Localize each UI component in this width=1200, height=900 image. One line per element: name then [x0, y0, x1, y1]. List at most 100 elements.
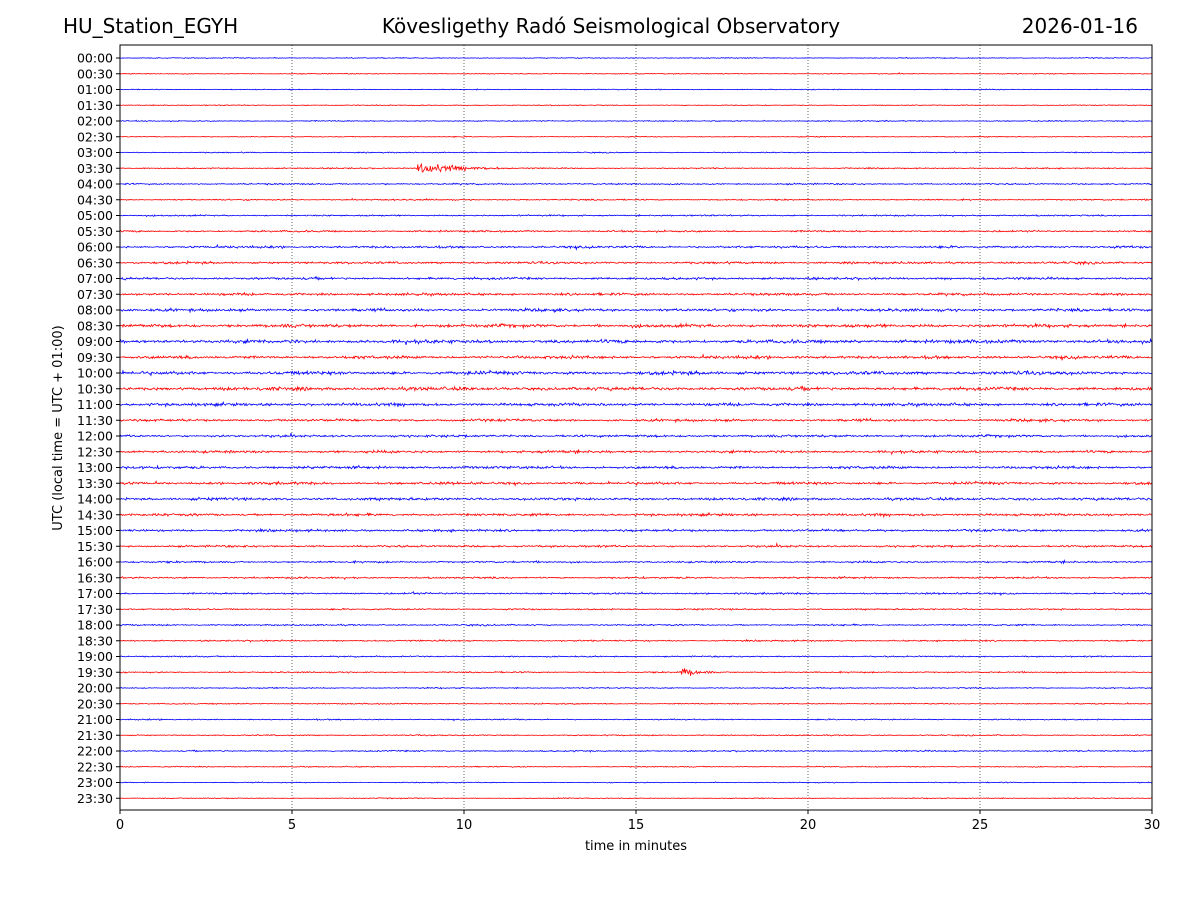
row-time-label: 09:00: [77, 334, 113, 349]
trace-row-0430: [119, 197, 1153, 202]
trace-row-1900: [119, 655, 1152, 658]
row-time-label: 03:00: [77, 145, 113, 160]
row-time-label: 13:00: [77, 460, 113, 475]
row-time-label: 01:00: [77, 82, 113, 97]
row-time-label: 18:00: [77, 618, 113, 633]
row-time-label: 10:30: [77, 381, 113, 396]
row-time-label: 13:30: [77, 476, 113, 491]
trace-row-0000: [119, 56, 1153, 60]
y-axis: 00:0000:3001:0001:3002:0002:3003:0003:30…: [77, 51, 120, 806]
x-axis: 0 5 10 15 20 25 30: [116, 810, 1160, 833]
station-name: HU_Station_EGYH: [63, 14, 239, 38]
trace-row-0630: [119, 259, 1153, 266]
plot-area: [120, 45, 1152, 810]
x-tick-label: 0: [116, 818, 124, 833]
x-axis-label: time in minutes: [585, 839, 687, 854]
trace-row-1700: [119, 591, 1153, 597]
trace-row-1730: [119, 607, 1153, 611]
trace-row-2000: [119, 686, 1153, 690]
observatory-title: Kövesligethy Radó Seismological Observat…: [381, 14, 841, 38]
trace-row-0300: [119, 151, 1153, 154]
trace-row-0030: [119, 72, 1153, 75]
row-time-label: 00:00: [77, 51, 113, 66]
trace-row-0130: [119, 104, 1153, 107]
row-time-label: 00:30: [77, 66, 113, 81]
trace-row-1930: [119, 668, 1152, 677]
trace-row-0230: [119, 135, 1153, 138]
trace-row-0830: [119, 322, 1153, 330]
trace-row-2330: [119, 797, 1153, 800]
row-time-label: 23:00: [77, 775, 113, 790]
trace-row-0200: [119, 119, 1153, 123]
trace-row-1130: [119, 417, 1153, 424]
x-tick-label: 5: [288, 818, 296, 833]
trace-row-0600: [119, 243, 1153, 251]
y-axis-label: UTC (local time = UTC + 01:00): [51, 325, 66, 530]
trace-row-0730: [119, 291, 1153, 298]
trace-row-0400: [119, 182, 1153, 186]
trace-row-1230: [119, 449, 1153, 456]
row-time-label: 09:30: [77, 350, 113, 365]
row-time-label: 15:00: [77, 523, 113, 538]
row-time-label: 17:00: [77, 586, 113, 601]
row-time-label: 19:00: [77, 649, 113, 664]
row-time-label: 04:00: [77, 177, 113, 192]
row-time-label: 18:30: [77, 633, 113, 648]
x-tick-label: 15: [628, 818, 645, 833]
row-time-label: 08:00: [77, 303, 113, 318]
x-tick-label: 10: [456, 818, 473, 833]
x-tick-label: 20: [800, 818, 817, 833]
row-time-label: 22:30: [77, 759, 113, 774]
trace-row-1330: [119, 480, 1153, 487]
trace-row-2230: [119, 765, 1153, 769]
row-time-label: 08:30: [77, 318, 113, 333]
trace-row-2200: [119, 749, 1153, 753]
trace-row-0800: [119, 306, 1153, 314]
row-time-label: 15:30: [77, 539, 113, 554]
row-time-label: 17:30: [77, 602, 113, 617]
trace-row-1400: [119, 496, 1153, 502]
row-time-label: 01:30: [77, 98, 113, 113]
row-time-label: 16:30: [77, 570, 113, 585]
trace-row-1600: [119, 559, 1153, 565]
row-time-label: 19:30: [77, 665, 113, 680]
row-time-label: 22:00: [77, 744, 113, 759]
trace-row-1830: [119, 638, 1153, 643]
trace-row-1300: [119, 464, 1153, 470]
row-time-label: 11:30: [77, 413, 113, 428]
row-time-label: 14:00: [77, 492, 113, 507]
trace-row-0500: [119, 213, 1153, 218]
trace-row-0100: [119, 88, 1153, 91]
row-time-label: 06:00: [77, 240, 113, 255]
row-time-label: 23:30: [77, 791, 113, 806]
row-time-label: 04:30: [77, 192, 113, 207]
row-time-label: 06:30: [77, 255, 113, 270]
row-time-label: 20:30: [77, 696, 113, 711]
row-time-label: 21:30: [77, 728, 113, 743]
row-time-label: 20:00: [77, 681, 113, 696]
row-time-label: 05:30: [77, 224, 113, 239]
row-time-label: 21:00: [77, 712, 113, 727]
record-date: 2026-01-16: [1021, 14, 1138, 38]
trace-row-1530: [119, 542, 1153, 549]
row-time-label: 12:00: [77, 429, 113, 444]
row-time-label: 07:00: [77, 271, 113, 286]
trace-row-0330: [119, 162, 1153, 173]
trace-row-1200: [119, 432, 1153, 439]
row-time-label: 07:30: [77, 287, 113, 302]
row-time-label: 10:00: [77, 366, 113, 381]
trace-row-2300: [119, 781, 1153, 784]
row-time-label: 11:00: [77, 397, 113, 412]
row-time-label: 12:30: [77, 444, 113, 459]
trace-row-2130: [119, 733, 1153, 737]
trace-row-1030: [119, 385, 1153, 393]
seismic-traces: [119, 56, 1153, 800]
row-time-label: 02:00: [77, 114, 113, 129]
trace-row-1100: [119, 400, 1153, 408]
trace-row-0530: [119, 229, 1153, 234]
trace-row-2100: [119, 718, 1153, 722]
trace-row-1500: [119, 527, 1153, 534]
trace-row-1630: [119, 575, 1153, 581]
row-time-label: 14:30: [77, 507, 113, 522]
